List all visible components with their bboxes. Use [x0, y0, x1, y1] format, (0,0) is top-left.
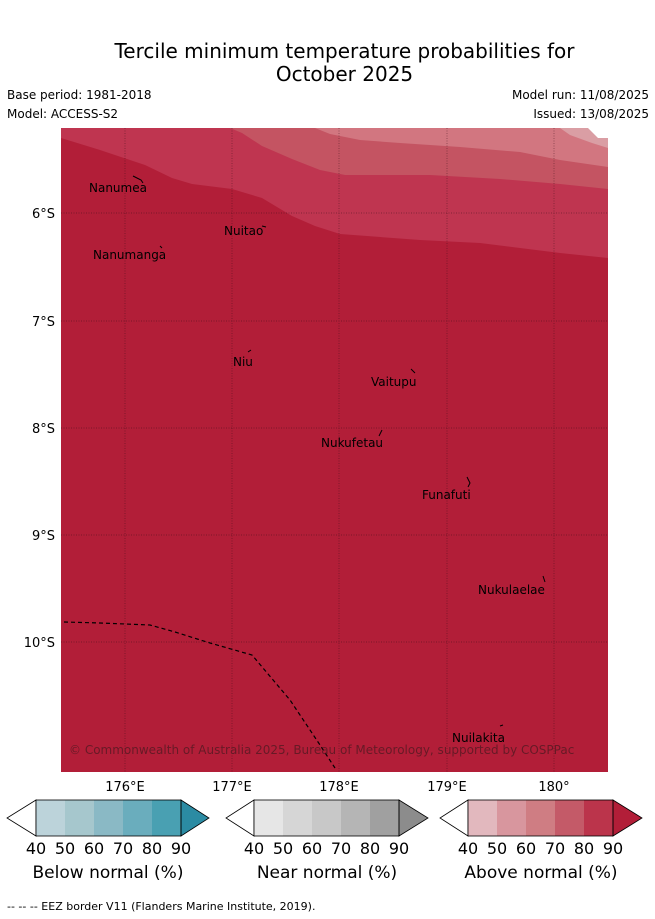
place-niu: Niu: [233, 355, 253, 369]
model-run: Model run: 11/08/2025: [511, 88, 649, 102]
lat-label-10s: 10°S: [24, 636, 55, 651]
island-nukulaelae: [542, 575, 546, 583]
title-line-2: October 2025: [275, 62, 414, 86]
below-tick-80: 80: [142, 839, 162, 858]
graticule: [61, 128, 608, 772]
model-name: Model: ACCESS-S2: [7, 107, 119, 121]
below-tick-70: 70: [113, 839, 133, 858]
lon-label-177e: 177°E: [212, 780, 252, 795]
colorbar-below: [6, 799, 210, 837]
near-tick-60: 60: [302, 839, 322, 858]
lat-label-9s: 9°S: [32, 529, 55, 544]
near-tick-80: 80: [360, 839, 380, 858]
below-tick-50: 50: [55, 839, 75, 858]
above-tick-70: 70: [545, 839, 565, 858]
below-tick-60: 60: [84, 839, 104, 858]
place-nukulaelae: Nukulaelae: [478, 583, 545, 597]
place-funafuti: Funafuti: [422, 488, 471, 502]
lon-label-178e: 178°E: [319, 780, 359, 795]
near-tick-70: 70: [331, 839, 351, 858]
island-nuilakita: [499, 724, 504, 727]
below-tick-40: 40: [26, 839, 46, 858]
place-nuilakita: Nuilakita: [452, 731, 505, 745]
lat-label-6s: 6°S: [32, 207, 55, 222]
title-line-1: Tercile minimum temperature probabilitie…: [114, 39, 575, 63]
place-nanumanga: Nanumanga: [93, 248, 166, 262]
island-nukufetau: [378, 429, 383, 437]
place-nuitao: Nuitao: [224, 224, 263, 238]
place-nanumea: Nanumea: [89, 181, 147, 195]
lon-label-179e: 179°E: [427, 780, 467, 795]
island-nanumea: [132, 175, 144, 184]
map-title: Tercile minimum temperature probabilitie…: [0, 40, 655, 86]
island-funafuti: [466, 476, 471, 488]
above-tick-90: 90: [603, 839, 623, 858]
issued-date: Issued: 13/08/2025: [533, 107, 649, 121]
place-vaitupu: Vaitupu: [371, 375, 417, 389]
above-normal-label: Above normal (%): [464, 863, 618, 883]
lon-label-176e: 176°E: [105, 780, 145, 795]
near-normal-label: Near normal (%): [256, 863, 398, 883]
island-nanumanga: [159, 245, 163, 249]
place-nukufetau: Nukufetau: [321, 436, 383, 450]
eez-footnote: -- -- -- EEZ border V11 (Flanders Marine…: [7, 900, 316, 913]
islands: [132, 175, 546, 727]
above-tick-60: 60: [516, 839, 536, 858]
lat-label-8s: 8°S: [32, 422, 55, 437]
above-tick-50: 50: [487, 839, 507, 858]
colorbar-above: [439, 799, 643, 837]
copyright-notice: © Commonwealth of Australia 2025, Bureau…: [69, 743, 574, 757]
above-tick-40: 40: [458, 839, 478, 858]
island-vaitupu: [410, 368, 416, 374]
below-tick-90: 90: [171, 839, 191, 858]
near-tick-50: 50: [273, 839, 293, 858]
no-data-corner: [588, 128, 608, 138]
above-tick-80: 80: [574, 839, 594, 858]
near-tick-40: 40: [244, 839, 264, 858]
near-tick-90: 90: [389, 839, 409, 858]
island-nuitao: [261, 225, 267, 228]
band-60: [315, 128, 608, 167]
island-niu: [247, 349, 252, 353]
base-period: Base period: 1981-2018: [7, 88, 152, 102]
lon-label-180: 180°: [538, 780, 569, 795]
below-normal-label: Below normal (%): [32, 863, 184, 883]
eez-border: [63, 621, 336, 769]
lat-label-7s: 7°S: [32, 315, 55, 330]
colorbar-near: [225, 799, 429, 837]
